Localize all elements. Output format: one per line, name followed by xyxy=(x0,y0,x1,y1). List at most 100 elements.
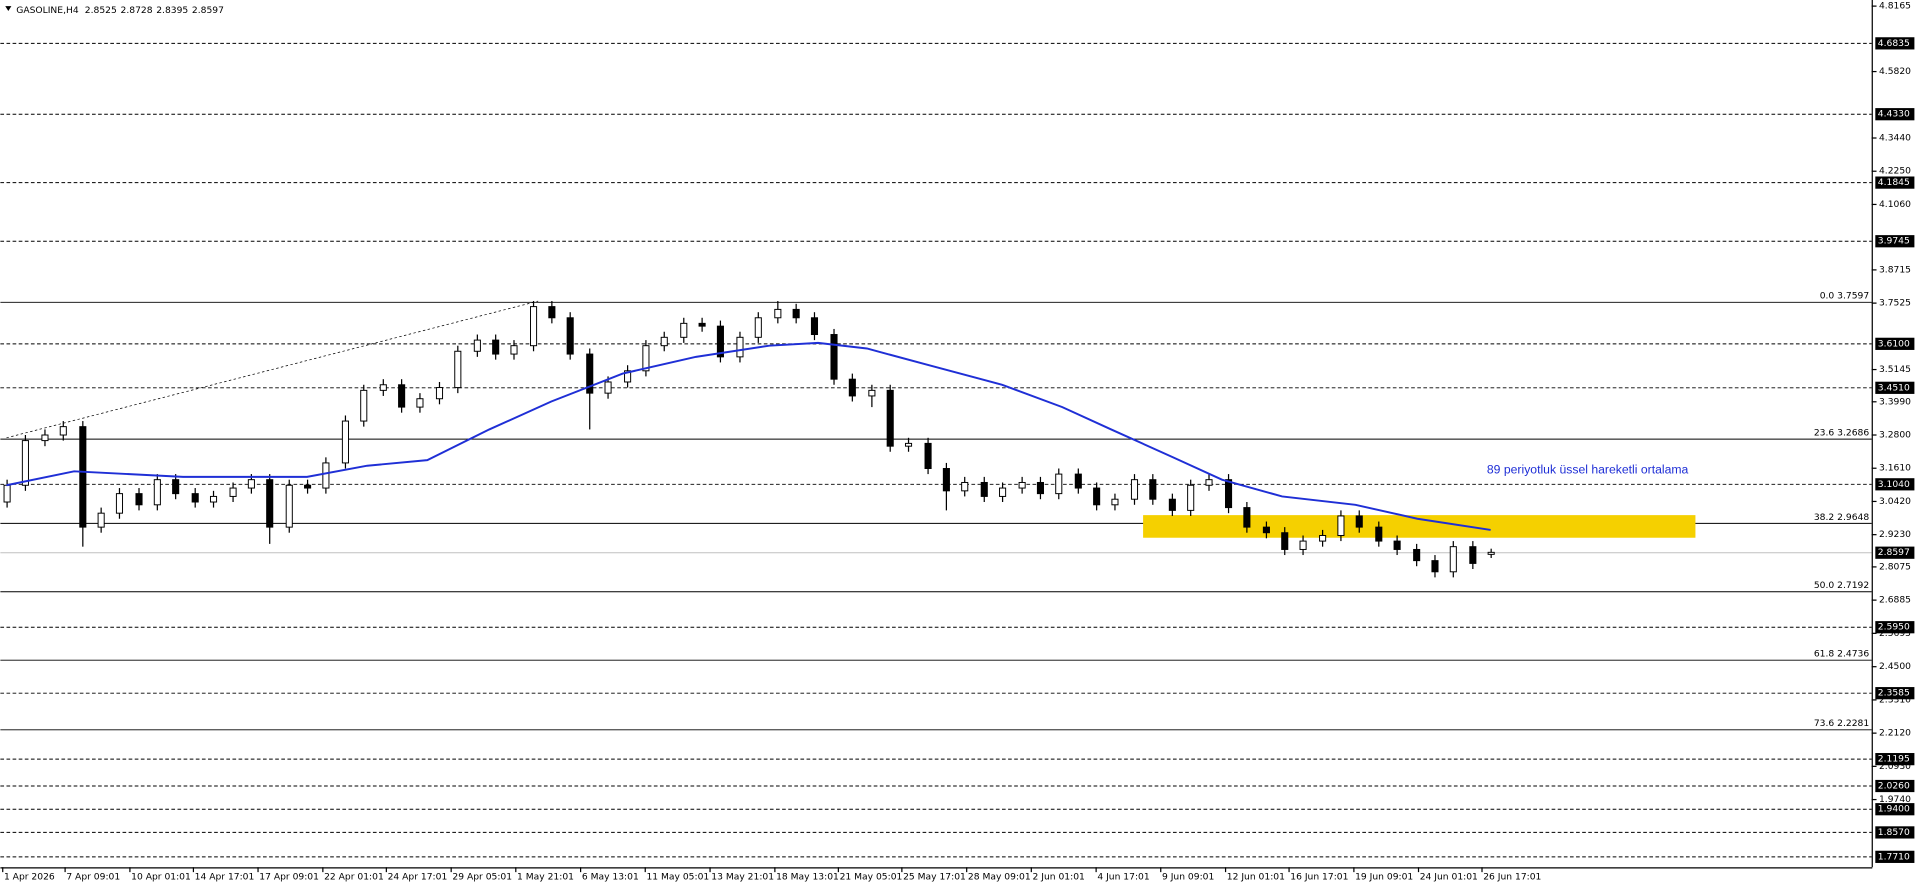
x-tick-label: 6 May 13:01 xyxy=(582,872,639,883)
candle-body xyxy=(21,440,29,486)
y-tick-label: 2.2120 xyxy=(1879,728,1911,739)
candle-body xyxy=(680,322,688,338)
candle-body xyxy=(115,493,124,514)
candle-body xyxy=(642,345,650,372)
x-tick-label: 26 Jun 17:01 xyxy=(1483,872,1541,883)
level-label-bg xyxy=(1875,478,1915,491)
level-label-bg xyxy=(1875,621,1915,634)
candle-body xyxy=(1093,487,1101,506)
candle-body xyxy=(566,317,574,355)
x-tick-label: 25 May 17:01 xyxy=(903,872,966,883)
candle-body xyxy=(736,336,744,358)
candle-body xyxy=(1036,481,1044,495)
candle-body xyxy=(774,308,782,319)
x-tick-label: 1 Apr 2026 xyxy=(4,872,55,883)
candle-body xyxy=(416,398,424,408)
x-tick-label: 2 Jun 01:01 xyxy=(1033,872,1085,883)
last-close: 2.8597 xyxy=(192,4,224,15)
candle-body xyxy=(830,334,838,380)
y-tick-label: 3.5145 xyxy=(1879,364,1911,375)
mid-layer xyxy=(3,301,1495,578)
fib-label: 0.0 3.7597 xyxy=(1820,291,1870,302)
candle-body xyxy=(624,370,632,383)
candle-body xyxy=(698,322,706,327)
candle-body xyxy=(341,420,349,464)
x-tick-label: 28 May 09:01 xyxy=(968,872,1031,883)
level-label-bg xyxy=(1875,850,1915,863)
chart-header: GASOLINE,H4 2.8525 2.8728 2.8395 2.8597 xyxy=(16,4,224,15)
x-tick-label: 13 May 21:01 xyxy=(711,872,774,883)
candle-body xyxy=(1262,526,1270,534)
candle-body xyxy=(999,487,1007,497)
candle-body xyxy=(322,462,330,489)
y-tick-label: 3.1610 xyxy=(1879,463,1911,474)
level-label-bg xyxy=(1875,176,1915,189)
fib-label: 73.6 2.2281 xyxy=(1814,718,1869,729)
candle-body xyxy=(548,306,556,319)
level-label-bg xyxy=(1875,826,1915,839)
candle-body xyxy=(1393,540,1401,550)
level-label: 3.9745 xyxy=(1878,236,1910,247)
y-tick-label: 2.3310 xyxy=(1879,694,1911,705)
candle-body xyxy=(266,479,274,528)
last-high: 2.8728 xyxy=(121,4,153,15)
candle-body xyxy=(1187,484,1195,511)
fib-label: 50.0 2.7192 xyxy=(1814,580,1869,591)
level-label: 2.5950 xyxy=(1878,622,1910,633)
candle-body xyxy=(942,468,950,492)
moving-average xyxy=(6,341,1491,531)
level-label: 2.3585 xyxy=(1878,688,1910,699)
symbol: GASOLINE,H4 xyxy=(16,4,79,15)
x-tick-label: 9 Jun 09:01 xyxy=(1162,872,1214,883)
candle-body xyxy=(924,442,932,469)
x-tick-label: 17 Apr 09:01 xyxy=(259,872,319,883)
y-tick-label: 3.2800 xyxy=(1879,430,1911,441)
level-label: 4.4330 xyxy=(1878,109,1910,120)
candle-body xyxy=(1449,546,1457,573)
yellow-zone xyxy=(1143,515,1696,538)
level-label-bg xyxy=(1875,108,1915,121)
y-tick-label: 4.2250 xyxy=(1879,166,1911,177)
candle-body xyxy=(41,434,49,442)
y-tick-label: 2.8075 xyxy=(1879,561,1911,572)
candle-body xyxy=(904,442,913,447)
candle-body xyxy=(209,495,218,503)
level-label: 4.1845 xyxy=(1878,177,1910,188)
menu-triangle[interactable] xyxy=(5,6,12,11)
candle-body xyxy=(3,484,11,503)
y-tick-label: 2.0930 xyxy=(1879,761,1911,772)
candle-body xyxy=(754,317,762,338)
y-tick-label: 2.4500 xyxy=(1879,661,1911,672)
x-tick-label: 19 Jun 09:01 xyxy=(1355,872,1413,883)
x-tick-label: 1 May 21:01 xyxy=(517,872,574,883)
trendline xyxy=(6,300,539,439)
x-tick-label: 18 May 13:01 xyxy=(776,872,839,883)
current-price-label: 2.8597 xyxy=(1878,547,1910,558)
x-tick-label: 12 Jun 01:01 xyxy=(1227,872,1285,883)
candle-body xyxy=(1055,473,1063,495)
y-tick-label: 4.5820 xyxy=(1879,66,1911,77)
candle-body xyxy=(848,378,856,397)
candle-body xyxy=(1243,507,1251,528)
candle-body xyxy=(172,479,180,495)
candle-body xyxy=(454,350,462,389)
current-price-bg xyxy=(1875,546,1915,559)
back-layer xyxy=(0,42,1872,858)
fib-label: 61.8 2.4736 xyxy=(1814,649,1870,660)
x-tick-label: 21 May 05:01 xyxy=(840,872,903,883)
candle-body xyxy=(398,384,406,408)
candle-body xyxy=(886,389,894,447)
candle-body xyxy=(1469,546,1477,564)
fib-label: 38.2 2.9648 xyxy=(1814,512,1870,523)
x-tick-label: 24 Jun 01:01 xyxy=(1420,872,1478,883)
x-tick-label: 14 Apr 17:01 xyxy=(195,872,255,883)
candle-body xyxy=(1375,526,1383,542)
candle-body xyxy=(1018,481,1026,489)
candle-body xyxy=(135,493,143,506)
candle-body xyxy=(1337,515,1345,536)
candle-body xyxy=(1205,479,1213,486)
candle-body xyxy=(1130,479,1139,500)
y-tick-label: 4.1060 xyxy=(1879,199,1911,210)
